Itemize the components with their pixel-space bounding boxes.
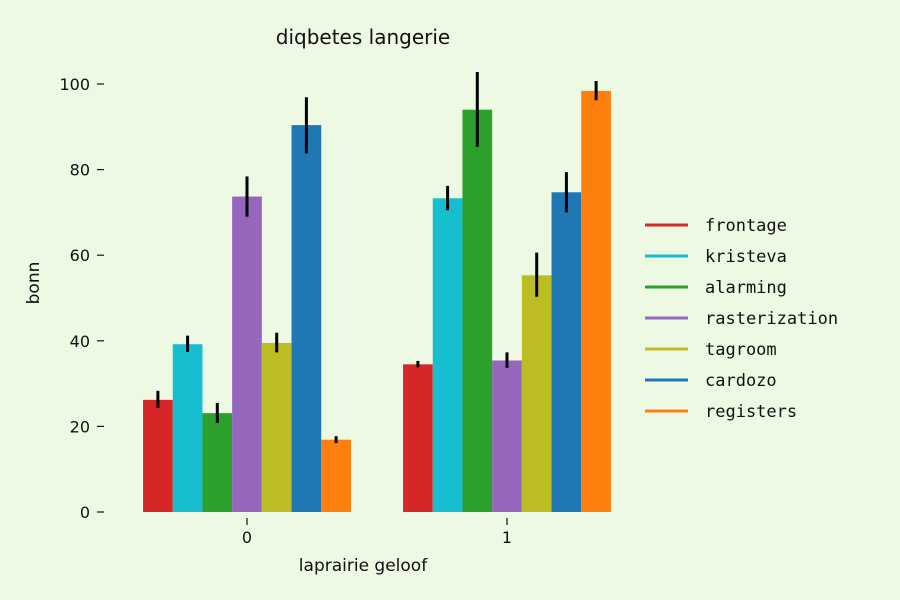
x-tick-label: 1 (502, 528, 512, 547)
y-tick-label: 80 (70, 161, 90, 180)
bar-alarming-0 (202, 413, 233, 512)
legend-label-cardozo: cardozo (705, 371, 777, 391)
y-axis: 0 20 40 60 80 100 (59, 75, 104, 522)
bar-cardozo-0 (291, 125, 322, 512)
bar-tagroom-1 (521, 275, 552, 512)
bar-kristeva-0 (172, 344, 203, 512)
y-tick-label: 60 (70, 246, 90, 265)
y-axis-label: bonn (24, 262, 44, 305)
bar-kristeva-1 (432, 198, 463, 512)
bar-tagroom-0 (261, 342, 292, 512)
bar-frontage-1 (403, 364, 433, 512)
y-tick-label: 0 (80, 503, 90, 522)
bar-registers-0 (321, 439, 351, 512)
bar-alarming-1 (462, 109, 493, 513)
legend-label-rasterization: rasterization (705, 309, 838, 329)
x-axis-label: laprairie geloof (299, 556, 428, 576)
y-tick-label: 100 (59, 75, 90, 94)
bar-registers-1 (581, 90, 611, 512)
y-tick-label: 20 (70, 417, 90, 436)
chart-title: diqbetes langerie (276, 25, 450, 49)
bar-rasterization-1 (492, 360, 522, 512)
legend-label-tagroom: tagroom (705, 340, 777, 360)
bar-cardozo-1 (551, 192, 582, 512)
legend-label-alarming: alarming (705, 278, 787, 298)
legend-label-kristeva: kristeva (705, 247, 787, 267)
bar-rasterization-0 (232, 196, 262, 512)
x-tick-label: 0 (242, 528, 252, 547)
bar-frontage-0 (143, 399, 173, 512)
y-tick-label: 40 (70, 332, 90, 351)
legend: frontage kristeva alarming rasterization tag… (645, 216, 838, 422)
legend-label-registers: registers (705, 402, 797, 422)
legend-label-frontage: frontage (705, 216, 787, 236)
plot-area (143, 72, 611, 513)
